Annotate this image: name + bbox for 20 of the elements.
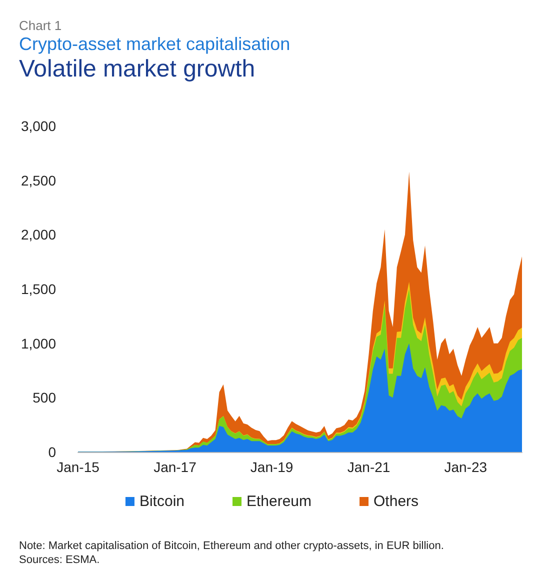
legend-label: Others — [374, 493, 419, 510]
x-tick-label: Jan-19 — [250, 459, 294, 475]
chart-title: Crypto-asset market capitalisation — [19, 34, 290, 54]
caption: Chart 1 — [19, 18, 62, 33]
y-tick-label: 1,500 — [20, 281, 56, 297]
text: Note: Market capitalisation of Bitcoin, Ethereum and other crypto-assets, in EUR billion. — [19, 540, 444, 552]
x-tick-label: Jan-23 — [444, 459, 488, 475]
chart-subtitle: Volatile market growth — [19, 56, 256, 82]
x-tick-label: Jan-21 — [347, 459, 390, 475]
y-tick-label: 3,000 — [20, 118, 56, 134]
legend-label: Bitcoin — [139, 493, 184, 510]
y-tick-label: 1,000 — [20, 335, 56, 352]
x-tick-label: Jan-15 — [56, 459, 100, 475]
source-note: Sources: ESMA. — [19, 554, 100, 566]
y-tick-label: 2,500 — [20, 172, 56, 188]
x-tick-label: Jan-17 — [154, 459, 197, 475]
y-tick-label: 2,000 — [20, 226, 56, 243]
legend-label: Ethereum — [246, 493, 312, 510]
y-tick-label: 0 — [48, 444, 56, 460]
y-tick-label: 500 — [32, 390, 56, 406]
